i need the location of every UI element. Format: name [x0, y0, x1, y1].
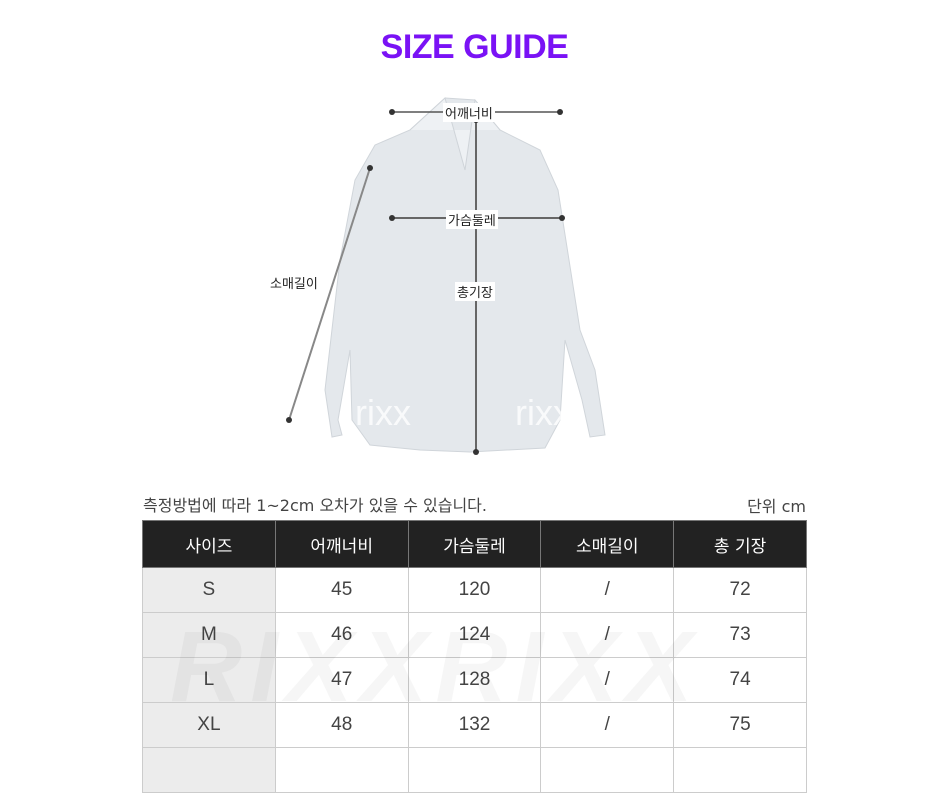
- table-cell: 73: [673, 612, 807, 658]
- table-cell: 124: [407, 612, 542, 658]
- table-cell: [142, 747, 276, 793]
- table-cell: XL: [142, 702, 276, 748]
- table-cell: [673, 747, 807, 793]
- shoulder-label: 어깨너비: [443, 103, 495, 122]
- table-cell: 75: [673, 702, 807, 748]
- table-cell: 72: [673, 567, 807, 613]
- table-cell: 74: [673, 657, 807, 703]
- table-cell: 46: [274, 612, 409, 658]
- chest-label: 가슴둘레: [446, 210, 498, 229]
- table-cell: /: [540, 567, 675, 613]
- page-title: SIZE GUIDE: [380, 28, 569, 66]
- table-cell: 128: [407, 657, 542, 703]
- table-cell: [407, 747, 542, 793]
- size-table: 사이즈 어깨너비 가슴둘레 소매길이 총 기장 S 45 120/72 M 46 124/…: [142, 520, 807, 793]
- table-cell: /: [540, 702, 675, 748]
- sleeve-label: 소매길이: [268, 273, 320, 292]
- table-cell: /: [540, 612, 675, 658]
- table-cell: M: [142, 612, 276, 658]
- table-cell: [540, 747, 675, 793]
- header-length: 총 기장: [673, 520, 807, 568]
- table-cell: 132: [407, 702, 542, 748]
- table-row: M 46 124/73: [142, 612, 807, 658]
- table-cell: 48: [274, 702, 409, 748]
- unit-label: 단위 cm: [747, 497, 806, 516]
- table-cell: [274, 747, 409, 793]
- shirt-image: [324, 97, 606, 453]
- watermark: rixx: [355, 392, 411, 433]
- table-cell: 45: [274, 567, 409, 613]
- header-sleeve: 소매길이: [540, 520, 675, 568]
- table-row: XL 48 132/75: [142, 702, 807, 748]
- length-label: 총기장: [455, 282, 495, 301]
- table-row: S 45 120/72: [142, 567, 807, 613]
- table-header: 사이즈 어깨너비 가슴둘레 소매길이 총 기장: [142, 520, 807, 568]
- table-row: L 47 128/74: [142, 657, 807, 703]
- table-row: [142, 747, 807, 793]
- header-size: 사이즈: [142, 520, 276, 568]
- measurement-note: 측정방법에 따라 1~2cm 오차가 있을 수 있습니다.: [143, 496, 487, 515]
- table-cell: S: [142, 567, 276, 613]
- table-cell: L: [142, 657, 276, 703]
- table-cell: /: [540, 657, 675, 703]
- table-cell: 120: [407, 567, 542, 613]
- header-shoulder: 어깨너비: [274, 520, 409, 568]
- svg-text:rixx: rixx: [515, 392, 571, 433]
- header-chest: 가슴둘레: [407, 520, 542, 568]
- table-cell: 47: [274, 657, 409, 703]
